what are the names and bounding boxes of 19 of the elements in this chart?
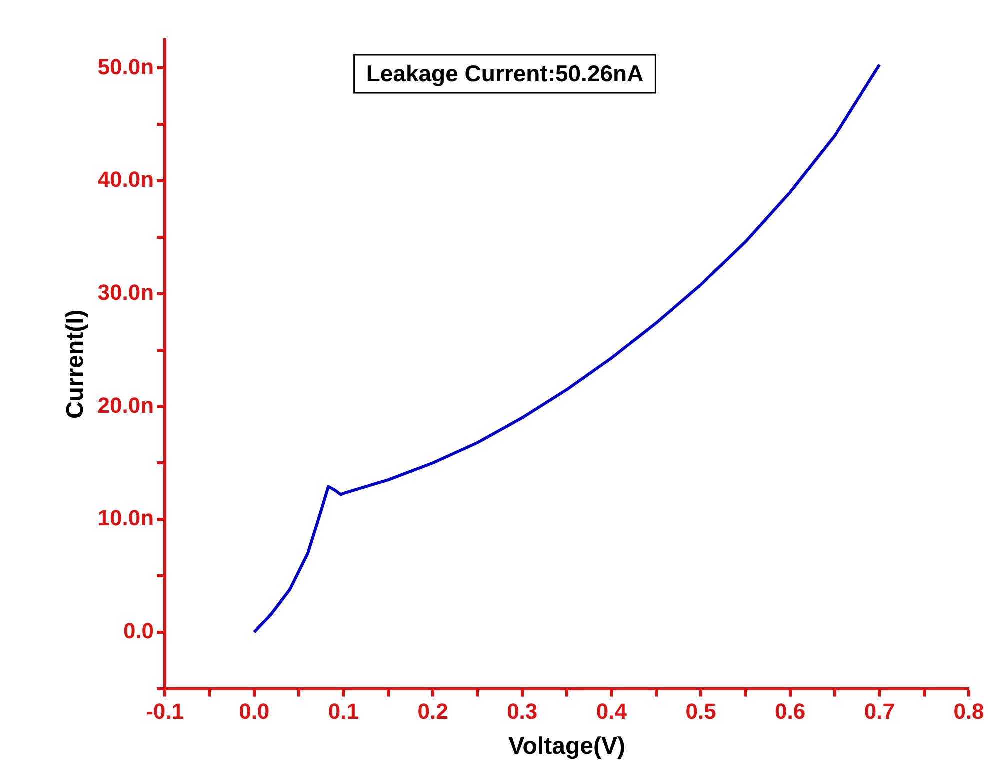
- x-tick-label: 0.4: [596, 699, 628, 724]
- y-axis-title: Current(I): [62, 310, 90, 420]
- y-tick-label: 0.0: [123, 618, 154, 644]
- x-tick-label: 0.1: [328, 699, 360, 724]
- y-tick-label: 20.0n: [98, 392, 154, 418]
- x-tick-label: -0.1: [146, 699, 184, 724]
- y-tick-label: 40.0n: [98, 167, 154, 192]
- x-tick-label: 0.5: [686, 699, 716, 724]
- x-tick-label: 0.3: [507, 699, 538, 724]
- x-axis-title: Voltage(V): [508, 733, 626, 760]
- y-tick-label: 10.0n: [98, 506, 154, 531]
- x-tick-label: 0.2: [418, 699, 448, 724]
- annotation: Leakage Current:50.26nA: [366, 60, 644, 86]
- y-tick-label: 30.0n: [98, 280, 154, 305]
- x-tick-label: 0.7: [864, 699, 895, 724]
- x-tick-label: 0.6: [775, 699, 806, 724]
- x-tick-label: 0.8: [954, 699, 984, 724]
- x-tick-label: 0.0: [239, 699, 270, 724]
- y-tick-label: 50.0n: [98, 54, 154, 80]
